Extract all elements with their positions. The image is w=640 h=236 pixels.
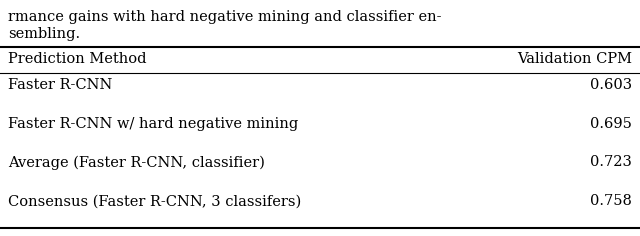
Text: 0.723: 0.723 (590, 156, 632, 169)
Text: Prediction Method: Prediction Method (8, 52, 147, 66)
Text: Validation CPM: Validation CPM (517, 52, 632, 66)
Text: Faster R-CNN w/ hard negative mining: Faster R-CNN w/ hard negative mining (8, 117, 298, 131)
Text: rmance gains with hard negative mining and classifier en-: rmance gains with hard negative mining a… (8, 10, 442, 24)
Text: 0.603: 0.603 (590, 78, 632, 92)
Text: 0.695: 0.695 (590, 117, 632, 131)
Text: sembling.: sembling. (8, 27, 80, 41)
Text: 0.758: 0.758 (590, 194, 632, 208)
Text: Average (Faster R-CNN, classifier): Average (Faster R-CNN, classifier) (8, 156, 265, 170)
Text: Consensus (Faster R-CNN, 3 classifers): Consensus (Faster R-CNN, 3 classifers) (8, 194, 301, 208)
Text: Faster R-CNN: Faster R-CNN (8, 78, 113, 92)
